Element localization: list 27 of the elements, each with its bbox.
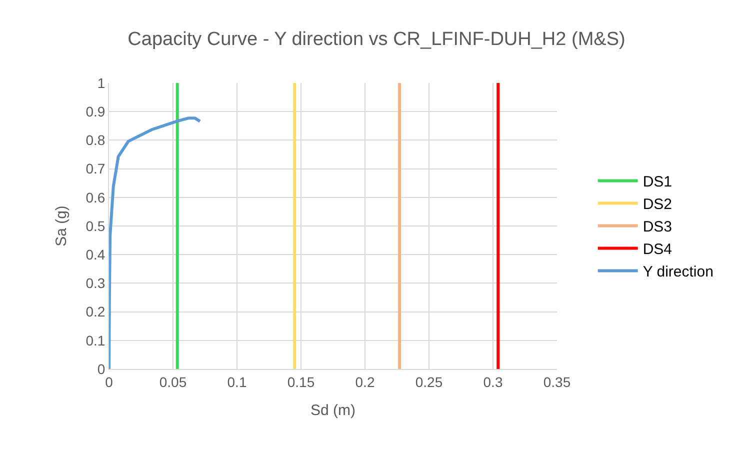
x-tick-label: 0.3 [483, 374, 503, 390]
x-tick-label: 0.1 [227, 374, 247, 390]
y-tick-label: 0 [97, 360, 106, 377]
legend-label: DS1 [642, 174, 672, 191]
x-axis-title: Sd (m) [310, 402, 356, 419]
x-tick-label: 0.15 [287, 374, 315, 390]
x-tick-label: 0.25 [415, 374, 443, 390]
y-tick-label: 0.6 [86, 189, 106, 206]
y-tick-label: 0.8 [86, 132, 106, 148]
x-tick-label: 0.2 [355, 374, 375, 390]
y-tick-label: 0.2 [86, 304, 106, 320]
y-tick-label: 1 [97, 74, 106, 91]
y-tick-label: 0.3 [86, 275, 106, 292]
chart-title: Capacity Curve - Y direction vs CR_LFINF-DUH_H2 (M&S) [128, 29, 626, 50]
y-tick-label: 0.4 [86, 246, 106, 262]
y-axis-title: Sa (g) [52, 206, 70, 246]
line-series [109, 116, 202, 369]
legend-label: DS3 [642, 218, 672, 236]
x-tick-label: 0.05 [159, 374, 187, 390]
y-tick-label: 0.1 [86, 332, 106, 348]
legend-label: DS4 [642, 241, 672, 258]
legend-label: DS2 [642, 196, 672, 214]
y-tick-label: 0.9 [86, 104, 106, 120]
y-tick-label: 0.7 [86, 160, 106, 177]
y-tick-label: 0.5 [86, 218, 106, 234]
x-tick-label: 0.35 [543, 374, 571, 390]
legend-label: Y direction [642, 264, 714, 281]
